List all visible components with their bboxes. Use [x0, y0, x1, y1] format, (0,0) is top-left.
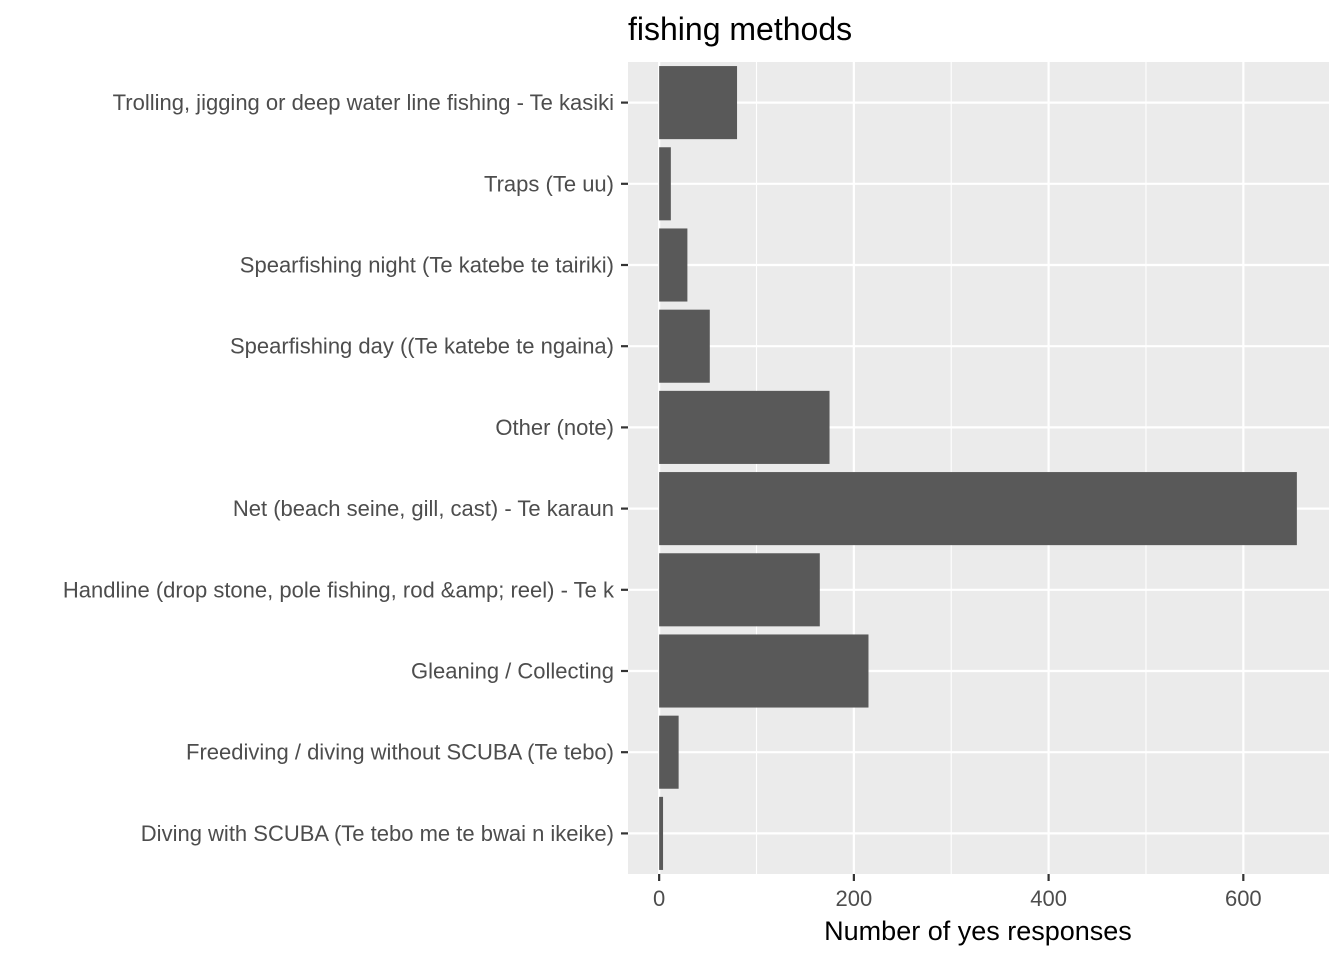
y-tick-label: Other (note) [495, 415, 614, 440]
y-axis: Diving with SCUBA (Te tebo me te bwai n … [63, 90, 628, 846]
y-tick-label: Handline (drop stone, pole fishing, rod … [63, 577, 615, 602]
chart-title: fishing methods [628, 11, 852, 47]
bar [659, 309, 710, 383]
y-tick-label: Traps (Te uu) [484, 171, 614, 196]
x-tick-label: 0 [653, 886, 665, 911]
y-tick-label: Trolling, jigging or deep water line fis… [113, 90, 614, 115]
y-tick-label: Spearfishing night (Te katebe te tairiki… [240, 253, 614, 278]
bar [659, 472, 1297, 546]
bar [659, 228, 688, 302]
x-tick-label: 200 [836, 886, 873, 911]
y-tick-label: Gleaning / Collecting [411, 659, 614, 684]
y-tick-label: Freediving / diving without SCUBA (Te te… [186, 740, 614, 765]
x-tick-label: 600 [1225, 886, 1262, 911]
plot-panel [628, 62, 1329, 874]
bar [659, 715, 679, 789]
bar [659, 634, 869, 708]
bar [659, 66, 738, 140]
x-axis: 0 200 400 600 [653, 874, 1262, 911]
bar [659, 147, 671, 221]
bar [659, 553, 820, 627]
bar [659, 390, 830, 464]
y-tick-label: Diving with SCUBA (Te tebo me te bwai n … [141, 821, 614, 846]
grid-lines [628, 62, 1329, 874]
x-tick-label: 400 [1030, 886, 1067, 911]
y-tick-label: Spearfishing day ((Te katebe te ngaina) [230, 334, 614, 359]
x-axis-title: Number of yes responses [824, 916, 1132, 946]
bars [659, 66, 1297, 870]
y-tick-label: Net (beach seine, gill, cast) - Te karau… [233, 496, 614, 521]
bar [659, 796, 664, 870]
